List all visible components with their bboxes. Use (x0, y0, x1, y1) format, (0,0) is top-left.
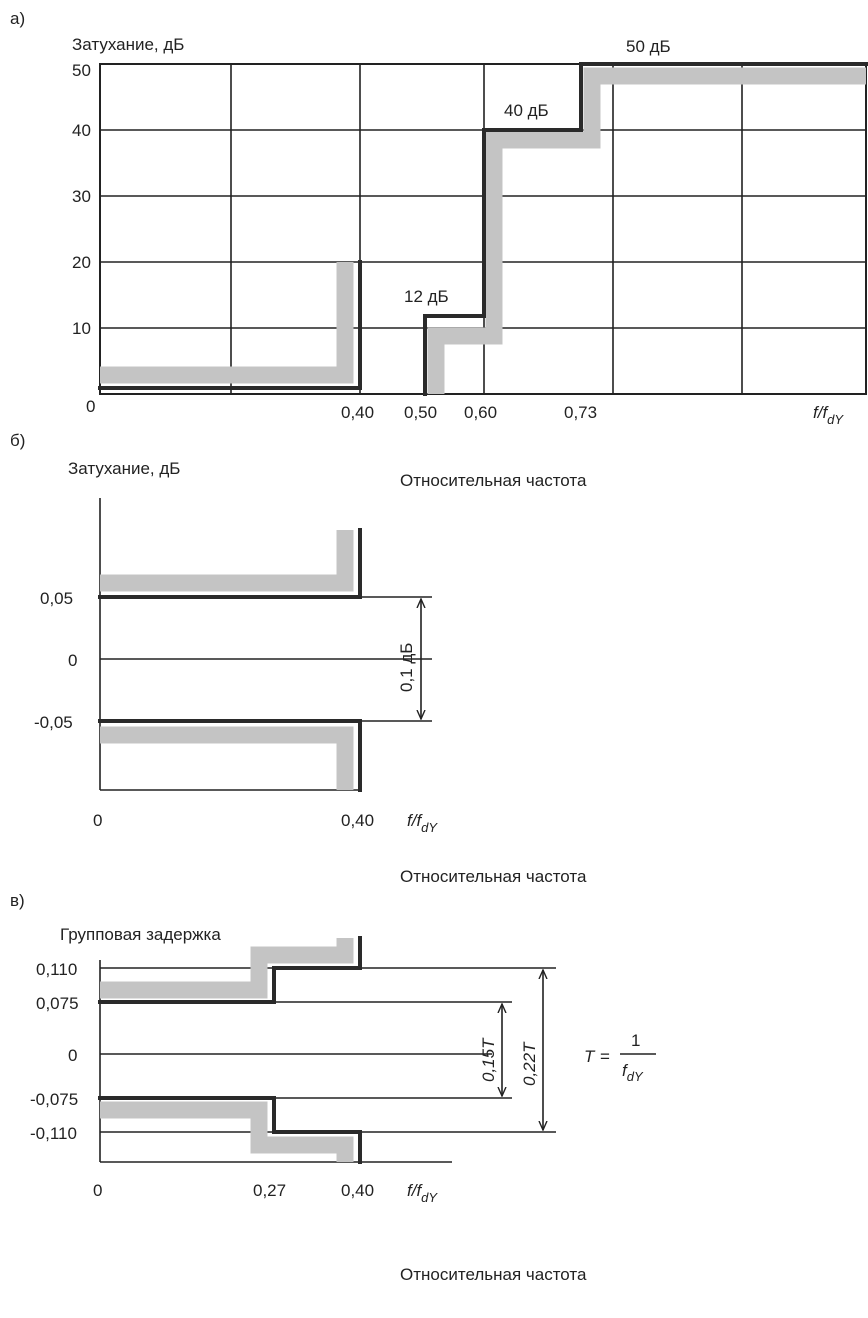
chart-b-mask-lower (98, 719, 362, 792)
chart-b-mask-gray-lower (100, 726, 354, 790)
formula-numerator: 1 (631, 1031, 640, 1050)
chart-a-xtick-040: 0,40 (341, 403, 374, 422)
chart-c-dimension-outer-label: 0,22T (520, 1041, 539, 1086)
chart-b-ytick-005: 0,05 (40, 589, 73, 608)
chart-a-mask-segment-2 (423, 62, 868, 396)
chart-b-xtick-0: 0 (93, 811, 102, 830)
chart-b: б) Затухание, дБ Относительная частота 0… (10, 431, 587, 835)
chart-c-xtick-040: 0,40 (341, 1181, 374, 1200)
chart-b-ytick-0: 0 (68, 651, 77, 670)
chart-b-caption: Относительная частота (400, 471, 587, 490)
chart-c-xlabel: f/fdY (407, 1181, 438, 1205)
chart-a-mask-gray (100, 67, 866, 394)
chart-a-ylabel: Затухание, дБ (72, 35, 184, 54)
chart-c-mask-gray-upper (100, 938, 354, 999)
chart-a-ytick-40: 40 (72, 121, 91, 140)
chart-a-mask-segment-1 (98, 260, 362, 390)
chart-c-ytick-m0110: -0,110 (30, 1124, 77, 1143)
chart-a-ytick-30: 30 (72, 187, 91, 206)
chart-c-formula: T = 1 fdY (584, 1031, 656, 1084)
chart-a-ytick-10: 10 (72, 319, 91, 338)
chart-c-mask-gray-lower (100, 1101, 354, 1162)
chart-c-ytick-m0075: -0,075 (30, 1090, 78, 1109)
chart-c-mask-lower (98, 1096, 362, 1164)
chart-c-ytick-0: 0 (68, 1046, 77, 1065)
panel-b-label: б) (10, 431, 25, 450)
chart-a-annotation-40db: 40 дБ (504, 101, 549, 120)
chart-b-mask-gray-upper (100, 530, 354, 592)
chart-c-dimension-inner-label: 0,15T (479, 1037, 498, 1082)
chart-a: а) Затухание, дБ 50 40 30 20 (10, 9, 868, 427)
formula-lhs: T (584, 1047, 596, 1066)
chart-c-caption: Относительная частота (400, 1265, 587, 1284)
chart-b-xlabel: f/fdY (407, 811, 438, 835)
chart-c-ylabel: Групповая задержка (60, 925, 221, 944)
chart-b-mask-upper (98, 528, 362, 599)
chart-a-xtick-050: 0,50 (404, 403, 437, 422)
chart-a-mask-line (98, 62, 868, 396)
chart-a-ytick-20: 20 (72, 253, 91, 272)
chart-c-xtick-027: 0,27 (253, 1181, 286, 1200)
chart-a-xtick-073: 0,73 (564, 403, 597, 422)
chart-a-xlabel: f/fdY (813, 403, 844, 427)
panel-c-label: в) (10, 891, 25, 910)
chart-b-ylabel: Затухание, дБ (68, 459, 180, 478)
chart-b-xtick-040: 0,40 (341, 811, 374, 830)
chart-c-caption-top: Относительная частота (400, 867, 587, 886)
chart-c: Относительная частота в) Групповая задер… (10, 867, 656, 1284)
chart-c-ytick-0075: 0,075 (36, 994, 79, 1013)
chart-a-ytick-50: 50 (72, 61, 91, 80)
chart-a-annotation-50db: 50 дБ (626, 37, 671, 56)
chart-a-annotation-12db: 12 дБ (404, 287, 449, 306)
chart-c-ytick-0110: 0,110 (36, 960, 77, 979)
panel-a-label: а) (10, 9, 25, 28)
chart-c-mask-upper (98, 936, 362, 1004)
chart-b-dimension-label: 0,1 дБ (397, 643, 416, 692)
chart-b-ytick-m005: -0,05 (34, 713, 73, 732)
formula-denominator: fdY (622, 1061, 644, 1084)
chart-c-xtick-0: 0 (93, 1181, 102, 1200)
formula-eq: = (600, 1047, 610, 1066)
chart-a-ytick-0: 0 (86, 397, 95, 416)
chart-a-xtick-060: 0,60 (464, 403, 497, 422)
